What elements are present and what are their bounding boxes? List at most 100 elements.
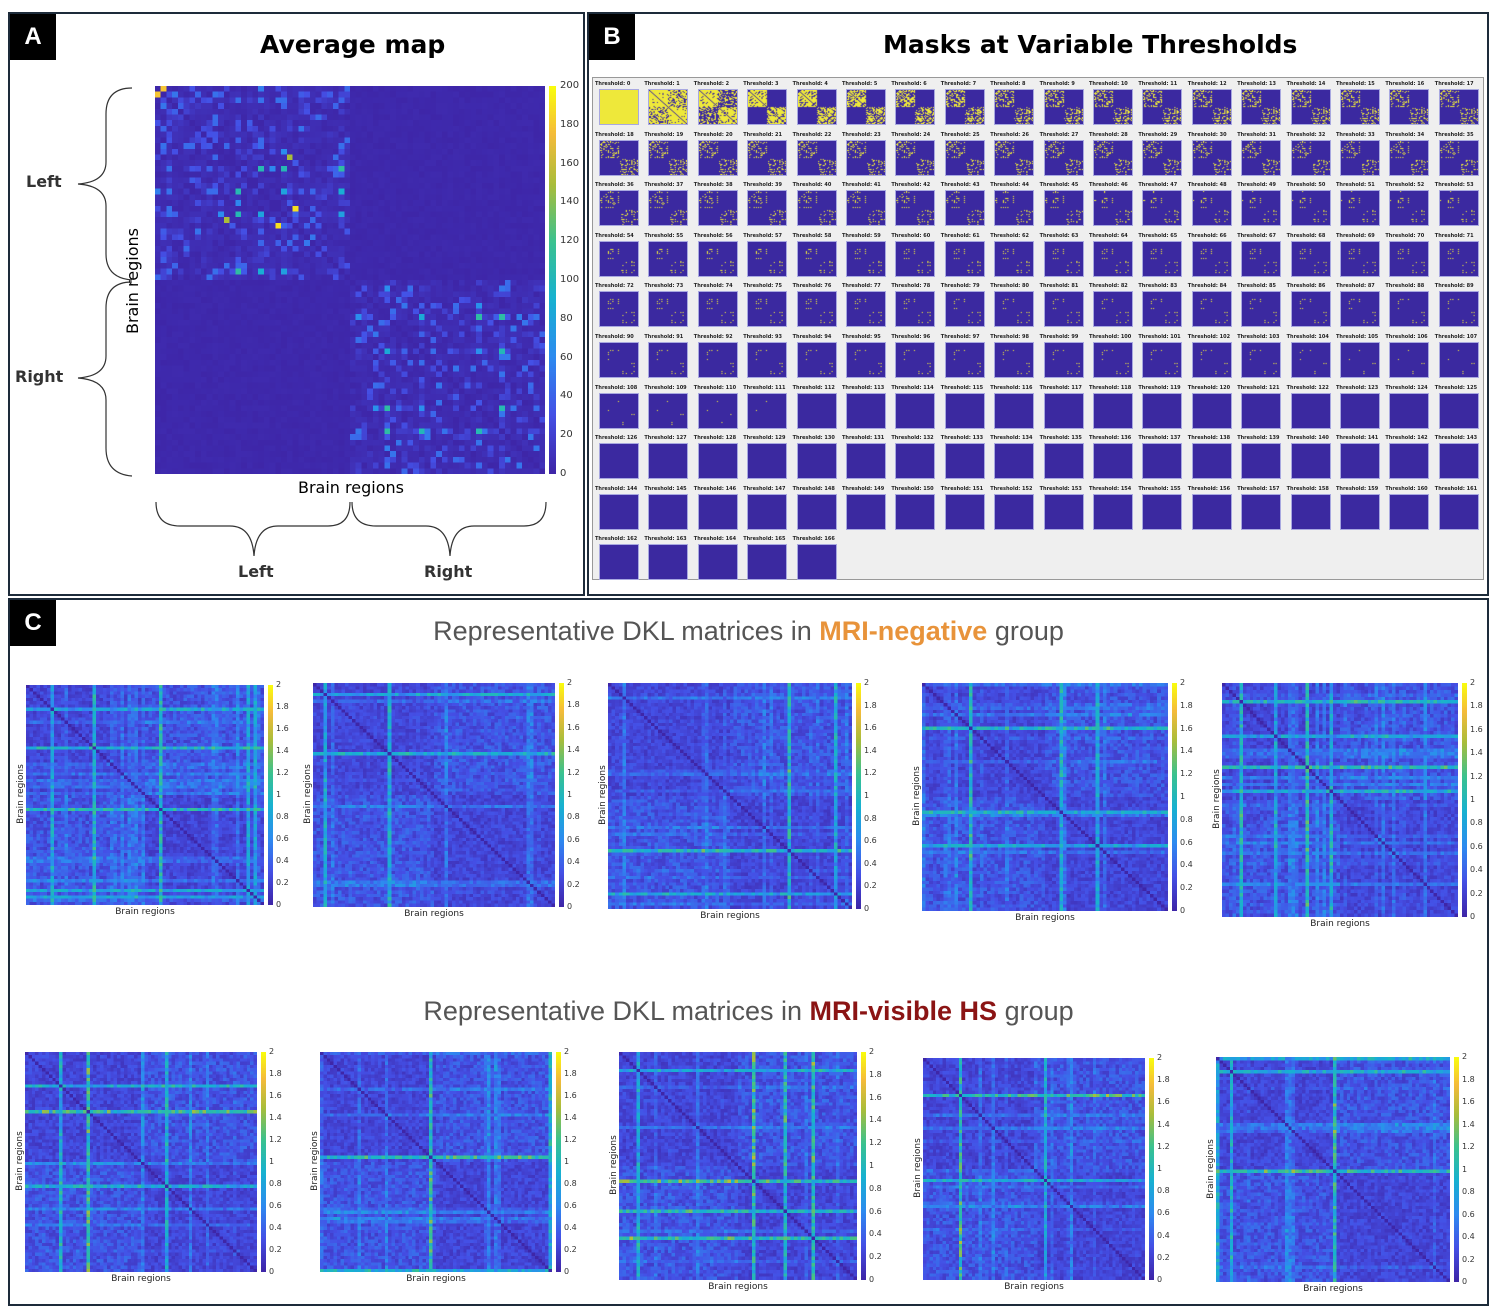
threshold-mask-heatmap [1142, 190, 1183, 227]
threshold-mask-heatmap [747, 291, 788, 328]
threshold-label: Threshold: 54 [595, 232, 634, 239]
threshold-label: Threshold: 146 [693, 485, 737, 492]
threshold-mask-heatmap [944, 291, 985, 328]
bottom-left-brace-icon [155, 501, 351, 557]
threshold-mask-heatmap [846, 342, 886, 378]
threshold-mask: Threshold: 29 [1138, 131, 1186, 176]
threshold-label: Threshold: 148 [792, 485, 835, 492]
threshold-mask: Threshold: 127 [644, 434, 692, 480]
threshold-label: Threshold: 144 [595, 485, 638, 492]
dkl-colorbar [559, 683, 564, 907]
threshold-mask-heatmap [944, 443, 985, 480]
threshold-mask: Threshold: 128 [694, 434, 742, 480]
threshold-label: Threshold: 131 [842, 435, 885, 442]
threshold-mask: Threshold: 144 [595, 485, 643, 530]
threshold-mask: Threshold: 50 [1287, 181, 1335, 227]
threshold-mask-heatmap [796, 544, 837, 581]
threshold-mask-heatmap [1389, 443, 1430, 480]
threshold-label: Threshold: 2 [693, 81, 730, 87]
colorbar-tick-label: 1.8 [1180, 700, 1193, 710]
threshold-label: Threshold: 129 [743, 435, 786, 442]
threshold-label: Threshold: 109 [644, 384, 687, 391]
x-axis-label: Brain regions [1303, 1284, 1363, 1294]
threshold-mask-heatmap [796, 493, 837, 530]
threshold-mask-heatmap [1093, 291, 1133, 328]
threshold-label: Threshold: 108 [595, 384, 638, 391]
threshold-mask-heatmap [697, 89, 738, 125]
threshold-label: Threshold: 25 [940, 131, 980, 138]
colorbar-tick-label: 0.8 [567, 812, 580, 822]
threshold-mask: Threshold: 134 [990, 434, 1038, 480]
threshold-mask-heatmap [1290, 89, 1331, 125]
average-map-xlabel: Brain regions [298, 478, 404, 497]
dkl-heatmap [1222, 683, 1458, 917]
y-axis-label: Brain regions [913, 1138, 923, 1198]
title-text: Representative DKL matrices in [433, 616, 820, 646]
y-axis-label: Brain regions [912, 766, 922, 826]
threshold-mask: Threshold: 69 [1336, 232, 1384, 277]
x-axis-label: Brain regions [1015, 913, 1075, 923]
threshold-mask-heatmap [1340, 190, 1380, 227]
threshold-label: Threshold: 126 [595, 435, 638, 442]
colorbar-tick-label: 0 [1470, 912, 1476, 921]
threshold-mask-heatmap [1043, 240, 1084, 277]
threshold-label: Threshold: 110 [693, 384, 737, 391]
threshold-label: Threshold: 3 [743, 81, 779, 87]
threshold-label: Threshold: 130 [792, 435, 835, 442]
threshold-mask-heatmap [1340, 392, 1380, 429]
colorbar-tick-label: 1.6 [869, 1092, 882, 1102]
dkl-heatmap [25, 1052, 257, 1272]
panel-b-title: Masks at Variable Thresholds [883, 30, 1298, 59]
threshold-mask: Threshold: 109 [644, 384, 692, 429]
threshold-mask: Threshold: 66 [1188, 232, 1236, 277]
dkl-colorbar [261, 1052, 266, 1272]
dkl-colorbar [1454, 1057, 1459, 1282]
threshold-mask: Threshold: 157 [1237, 485, 1285, 530]
threshold-label: Threshold: 0 [595, 81, 631, 87]
threshold-mask: Threshold: 77 [842, 282, 890, 328]
threshold-label: Threshold: 93 [743, 334, 782, 340]
panel-a-title: Average map [260, 30, 446, 59]
threshold-mask-heatmap [1389, 342, 1430, 378]
threshold-mask: Threshold: 136 [1089, 434, 1137, 480]
threshold-mask-heatmap [846, 443, 886, 480]
threshold-mask-heatmap [1043, 89, 1084, 125]
threshold-label: Threshold: 138 [1187, 435, 1231, 442]
threshold-mask-heatmap [994, 342, 1035, 378]
colorbar-tick-label: 100 [560, 274, 580, 285]
colorbar-tick-label: 1 [864, 791, 870, 800]
threshold-mask-heatmap [895, 392, 936, 429]
threshold-label: Threshold: 9 [1039, 81, 1075, 87]
threshold-mask: Threshold: 105 [1336, 333, 1384, 378]
threshold-label: Threshold: 78 [891, 283, 931, 290]
panel-b: B Masks at Variable Thresholds [587, 12, 1489, 596]
threshold-mask: Threshold: 60 [891, 232, 939, 277]
threshold-mask: Threshold: 166 [793, 535, 841, 581]
colorbar-tick-label: 0 [276, 900, 282, 909]
threshold-mask: Threshold: 140 [1287, 434, 1335, 480]
dkl-heatmap [26, 685, 264, 905]
threshold-mask-heatmap [747, 139, 788, 176]
threshold-mask-heatmap [796, 443, 837, 480]
threshold-label: Threshold: 36 [595, 182, 634, 189]
colorbar-tick-label: 0.8 [864, 813, 877, 823]
threshold-mask-heatmap [994, 392, 1035, 429]
threshold-mask: Threshold: 99 [1040, 333, 1088, 378]
threshold-label: Threshold: 5 [842, 81, 878, 87]
threshold-mask-heatmap [1389, 139, 1430, 176]
threshold-mask-heatmap [1191, 392, 1232, 429]
threshold-mask-heatmap [1241, 443, 1282, 480]
threshold-label: Threshold: 121 [1237, 384, 1280, 391]
dkl-heatmap [619, 1052, 857, 1280]
colorbar-tick-label: 1 [276, 790, 282, 799]
threshold-mask-heatmap [1142, 240, 1183, 277]
threshold-label: Threshold: 118 [1089, 384, 1132, 391]
colorbar-tick-label: 0.4 [1157, 1230, 1170, 1240]
threshold-label: Threshold: 30 [1187, 131, 1227, 138]
threshold-mask-heatmap [1438, 190, 1479, 227]
colorbar-tick-label: 0 [567, 902, 573, 911]
threshold-label: Threshold: 22 [792, 131, 832, 138]
threshold-mask: Threshold: 110 [694, 384, 742, 429]
threshold-mask-heatmap [1142, 392, 1183, 429]
